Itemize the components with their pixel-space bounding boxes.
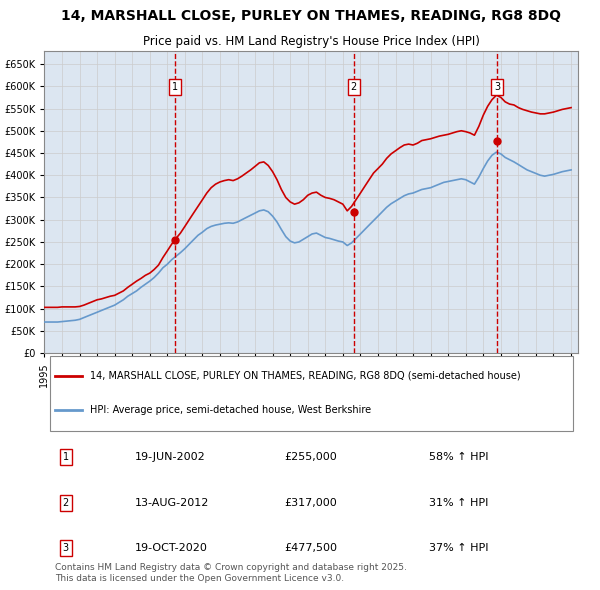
Text: 3: 3 — [494, 82, 500, 92]
Text: Price paid vs. HM Land Registry's House Price Index (HPI): Price paid vs. HM Land Registry's House … — [143, 35, 480, 48]
Text: 2: 2 — [350, 82, 357, 92]
Text: 31% ↑ HPI: 31% ↑ HPI — [429, 497, 488, 507]
Text: 3: 3 — [63, 543, 69, 553]
Text: 2: 2 — [62, 497, 69, 507]
Text: 58% ↑ HPI: 58% ↑ HPI — [429, 453, 488, 463]
Text: 19-OCT-2020: 19-OCT-2020 — [135, 543, 208, 553]
Text: £317,000: £317,000 — [284, 497, 337, 507]
FancyBboxPatch shape — [50, 356, 573, 431]
Text: 19-JUN-2002: 19-JUN-2002 — [135, 453, 206, 463]
Text: 14, MARSHALL CLOSE, PURLEY ON THAMES, READING, RG8 8DQ: 14, MARSHALL CLOSE, PURLEY ON THAMES, RE… — [61, 9, 562, 23]
Text: 1: 1 — [63, 453, 69, 463]
Text: HPI: Average price, semi-detached house, West Berkshire: HPI: Average price, semi-detached house,… — [90, 405, 371, 415]
Text: 37% ↑ HPI: 37% ↑ HPI — [429, 543, 488, 553]
Text: 13-AUG-2012: 13-AUG-2012 — [135, 497, 209, 507]
Text: £477,500: £477,500 — [284, 543, 338, 553]
Text: 1: 1 — [172, 82, 179, 92]
Text: 14, MARSHALL CLOSE, PURLEY ON THAMES, READING, RG8 8DQ (semi-detached house): 14, MARSHALL CLOSE, PURLEY ON THAMES, RE… — [90, 371, 520, 381]
Text: Contains HM Land Registry data © Crown copyright and database right 2025.
This d: Contains HM Land Registry data © Crown c… — [55, 563, 407, 583]
Text: £255,000: £255,000 — [284, 453, 337, 463]
